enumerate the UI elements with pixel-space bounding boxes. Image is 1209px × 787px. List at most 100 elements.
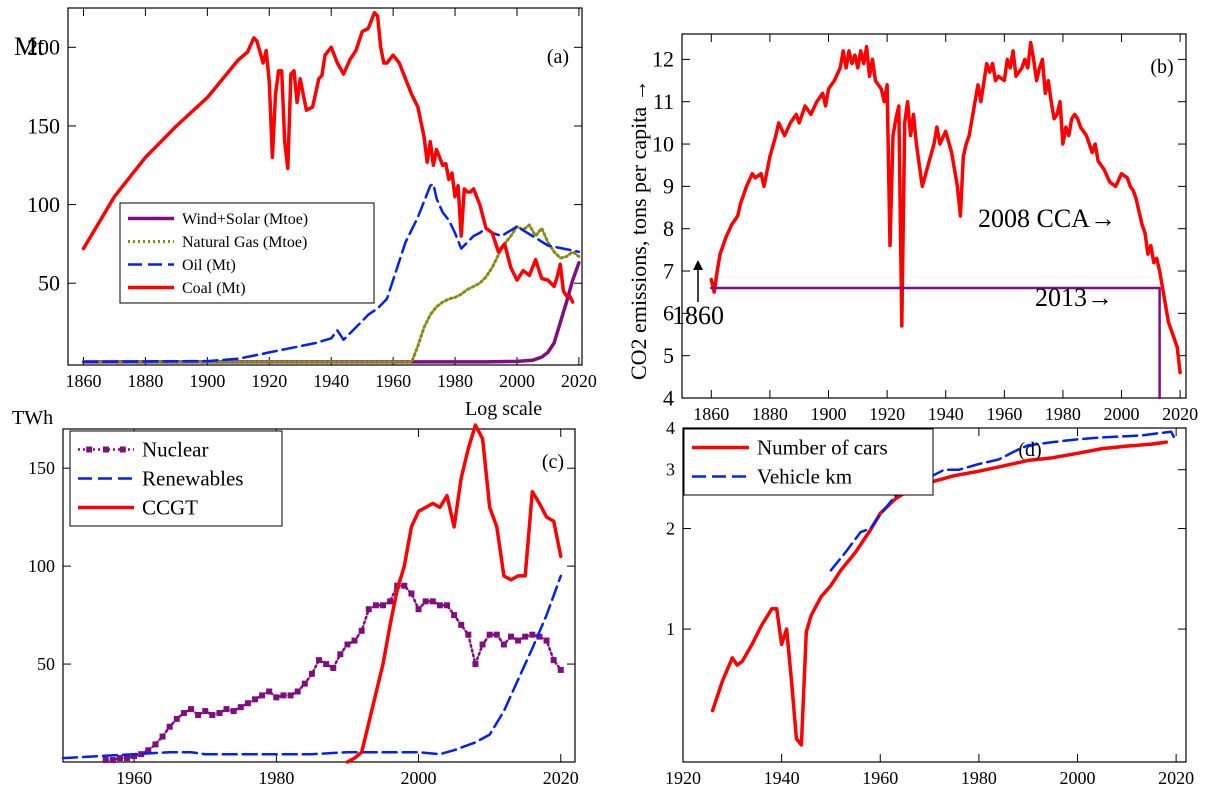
- series-line-vehicle-km: [829, 430, 1178, 572]
- data-point: [472, 661, 479, 668]
- data-point: [365, 606, 372, 613]
- y-tick-label: 5: [663, 343, 674, 368]
- data-point: [408, 590, 415, 597]
- data-point: [458, 621, 465, 628]
- x-tick-label: 2020: [1162, 404, 1198, 424]
- data-point: [109, 757, 116, 764]
- y-tick-label: 3: [666, 460, 675, 480]
- legend-label: Natural Gas (Mtoe): [182, 234, 307, 251]
- panel-c: 1960 1980 2000 2020 50 100 150 (c) Nuclear Renewa…: [12, 407, 579, 787]
- data-point: [323, 661, 330, 668]
- data-point: [344, 641, 351, 648]
- data-point: [522, 633, 529, 640]
- series-line-number-of-cars: [710, 440, 1169, 747]
- x-tick-label: 1960: [375, 371, 411, 391]
- data-point: [188, 706, 194, 713]
- data-point: [337, 651, 344, 658]
- data-point: [316, 657, 322, 664]
- legend: Nuclear Renewables CCGT: [69, 430, 283, 527]
- legend-marker: [86, 446, 93, 453]
- y-tick-label: 11: [653, 89, 674, 114]
- annotation-1860: 1860: [672, 301, 724, 330]
- data-point: [252, 696, 258, 703]
- legend-label: CCGT: [142, 496, 198, 520]
- x-tick-label: 1960: [116, 768, 152, 787]
- data-point: [500, 641, 507, 648]
- legend: Number of cars Vehicle km: [683, 428, 934, 496]
- legend-box: [683, 428, 934, 496]
- plot-frame: [62, 428, 576, 763]
- data-point: [415, 606, 422, 613]
- series-line-coal-mt: [81, 10, 575, 304]
- data-point: [401, 582, 408, 589]
- y-tick-label: 1: [666, 619, 675, 639]
- data-point: [308, 670, 315, 677]
- legend-label: Nuclear: [142, 438, 208, 462]
- x-tick-label: 1860: [65, 371, 101, 391]
- data-point: [529, 631, 536, 638]
- legend-label: Coal (Mt): [182, 280, 246, 297]
- data-point: [230, 708, 237, 715]
- x-tick-label: 1960: [986, 404, 1022, 424]
- legend-marker: [119, 446, 126, 453]
- plot-frame: [67, 7, 583, 366]
- data-point: [444, 602, 450, 609]
- y-tick-label: 7: [663, 258, 674, 283]
- x-tick-label: 1880: [127, 371, 163, 391]
- data-point: [358, 627, 365, 634]
- y-tick-label: 50: [37, 654, 55, 674]
- data-point: [429, 598, 436, 605]
- data-point: [557, 666, 564, 673]
- x-tick-label: 2020: [561, 371, 597, 391]
- annotation-arrowhead: [693, 260, 703, 270]
- series-line-nuclear: [104, 584, 563, 762]
- data-point: [280, 692, 287, 699]
- y-tick-label: 100: [27, 192, 60, 217]
- legend: Wind+Solar (Mtoe) Natural Gas (Mtoe) Oil (…: [119, 202, 375, 304]
- x-tick-label: 1880: [752, 404, 788, 424]
- panel-label: (a): [547, 46, 569, 68]
- data-point: [479, 641, 486, 648]
- x-tick-label: 1940: [313, 371, 349, 391]
- data-point: [223, 706, 230, 713]
- x-tick-label: 1900: [189, 371, 225, 391]
- x-tick-label: 2000: [499, 371, 535, 391]
- series-line-panel-b-1: [710, 286, 1161, 400]
- data-point: [451, 612, 458, 619]
- data-point: [543, 637, 550, 644]
- legend-label: Number of cars: [757, 436, 888, 460]
- data-point: [237, 704, 244, 711]
- series-line-panel-b-0: [709, 40, 1182, 375]
- series-line-renewables: [61, 574, 563, 760]
- data-point: [465, 631, 472, 638]
- data-point: [301, 680, 308, 687]
- data-point: [209, 711, 216, 718]
- x-tick-label: 2000: [1060, 768, 1096, 787]
- data-point: [508, 633, 514, 640]
- y-tick-label: 2: [666, 519, 675, 539]
- panel-d: 1920 1940 1960 1980 2000 2020 1 2 3 4 (d) Number of…: [465, 398, 1194, 787]
- data-point: [515, 637, 522, 644]
- y-tick-label: 150: [28, 458, 55, 478]
- data-point: [372, 602, 379, 609]
- data-point: [351, 637, 358, 644]
- annotation-2013: 2013→: [1035, 283, 1113, 312]
- data-point: [216, 710, 223, 717]
- y-tick-label: 4: [663, 385, 674, 410]
- legend-label: Wind+Solar (Mtoe): [182, 211, 308, 228]
- panel-label: (b): [1150, 56, 1173, 78]
- panel-a: 1860 1880 1900 1920 1940 1960 1980 2000 2020 50 10…: [14, 7, 597, 391]
- y-tick-label: 100: [28, 556, 55, 576]
- data-point: [124, 755, 130, 762]
- data-point: [273, 694, 280, 701]
- x-tick-label: 1920: [251, 371, 287, 391]
- x-tick-label: 1920: [665, 768, 701, 787]
- data-point: [550, 657, 557, 664]
- data-point: [180, 710, 187, 717]
- legend-label: Renewables: [142, 467, 243, 491]
- data-point: [266, 688, 273, 695]
- data-point: [116, 755, 123, 762]
- y-tick-label: 4: [666, 418, 675, 438]
- panel-b: 1860 1880 1900 1920 1940 1960 1980 2000 2020 4 5 6 7…: [626, 33, 1198, 424]
